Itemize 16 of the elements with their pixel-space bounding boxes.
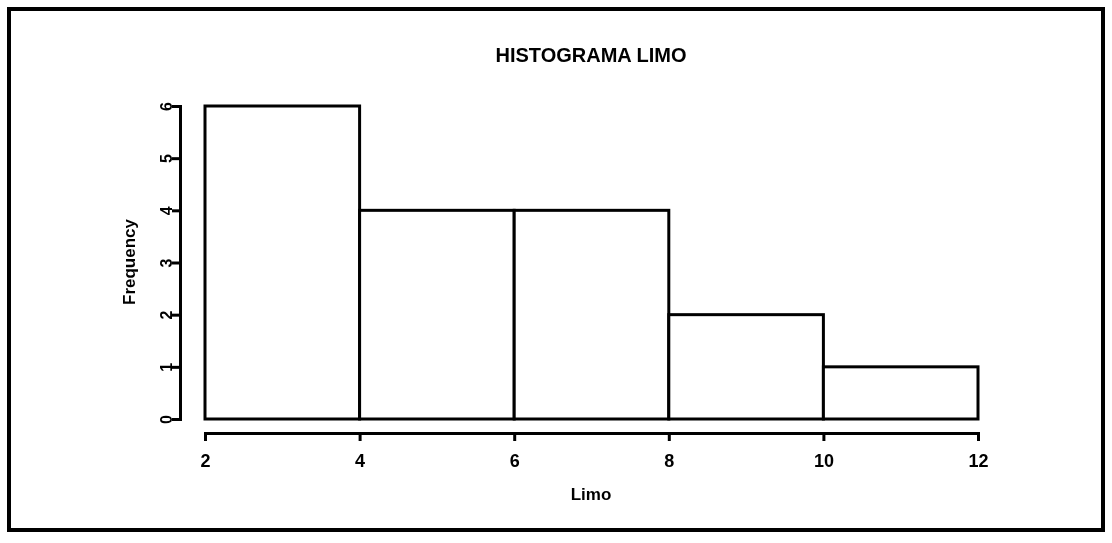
- x-tick-label: 6: [509, 451, 520, 472]
- y-axis-title: Frequency: [120, 218, 139, 305]
- x-tick-label: 8: [664, 451, 675, 472]
- y-tick-label: 5: [157, 154, 175, 164]
- y-tick-label: 4: [157, 206, 175, 216]
- y-tick-label: 0: [157, 414, 175, 424]
- x-tick-label: 4: [355, 451, 366, 472]
- y-tick-label: 3: [157, 258, 175, 268]
- y-tick-label: 1: [157, 362, 175, 372]
- x-tick-label: 12: [968, 451, 989, 472]
- x-tick-label: 10: [813, 451, 834, 472]
- x-tick-label: 2: [200, 451, 211, 472]
- x-axis-title: Limo: [570, 485, 612, 504]
- y-tick-label: 6: [157, 101, 175, 111]
- chart-title: HISTOGRAMA LIMO: [495, 44, 687, 66]
- y-tick-label: 2: [157, 310, 175, 320]
